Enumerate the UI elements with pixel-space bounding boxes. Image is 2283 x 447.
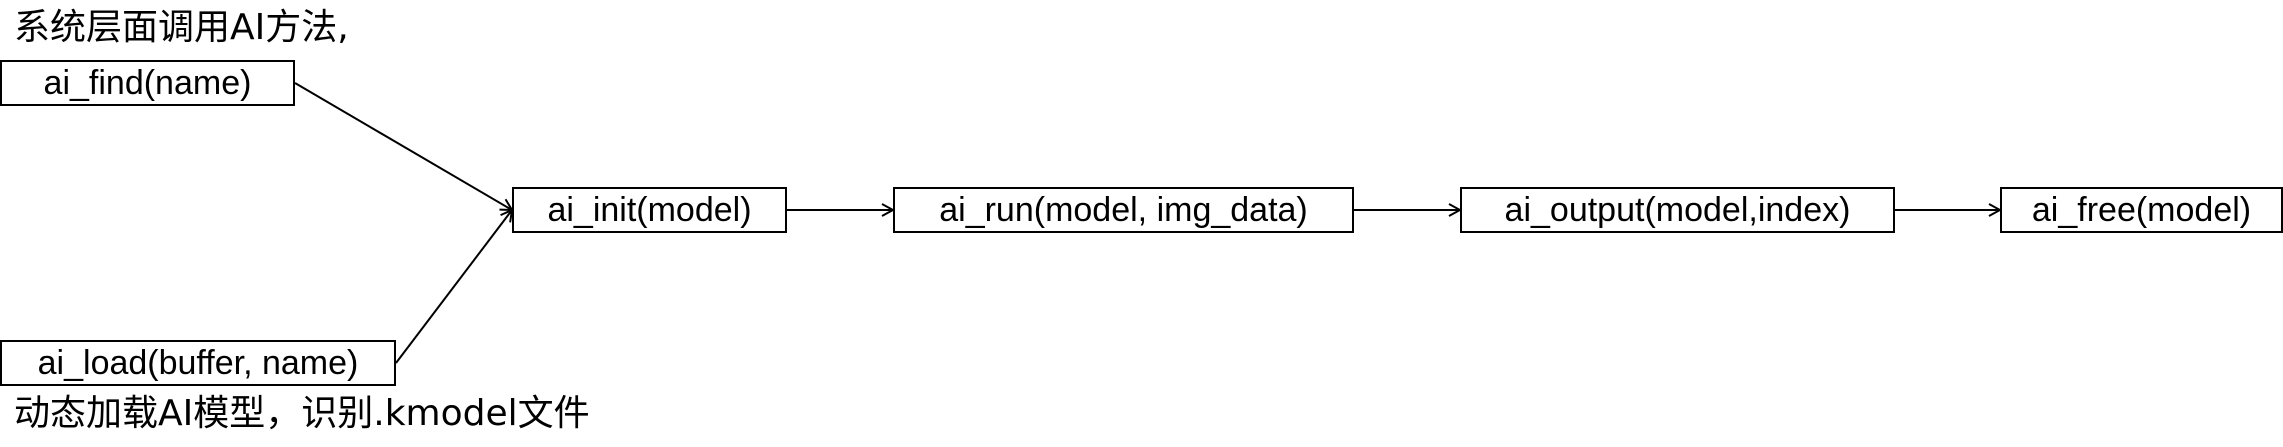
node-ai-load: ai_load(buffer, name) <box>0 340 396 386</box>
arrow-load-to-init <box>395 210 512 364</box>
caption-system-call: 系统层面调用AI方法, <box>14 7 349 48</box>
node-ai-output: ai_output(model,index) <box>1460 187 1895 233</box>
node-ai-find: ai_find(name) <box>0 60 295 106</box>
arrow-find-to-init <box>294 82 512 210</box>
node-ai-init: ai_init(model) <box>512 187 787 233</box>
node-ai-run: ai_run(model, img_data) <box>893 187 1354 233</box>
caption-dynamic-load: 动态加载AI模型，识别.kmodel文件 <box>14 393 590 434</box>
